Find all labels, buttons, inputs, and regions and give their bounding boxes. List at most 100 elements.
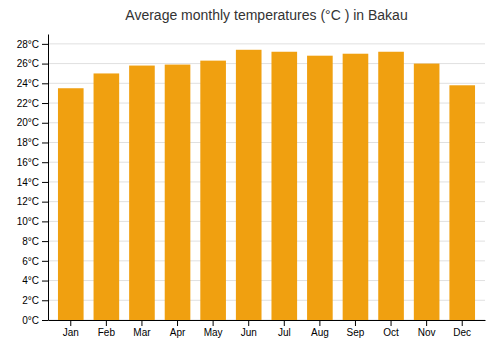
y-tick-label: 28°C [17,39,39,50]
y-tick-mark [42,44,48,45]
x-tick-label: Mar [133,327,151,338]
y-tick-mark [42,142,48,143]
x-tick-mark [284,320,285,326]
y-tick-label: 22°C [17,98,39,109]
x-tick-label: Aug [311,327,329,338]
y-tick: 6°C [22,256,48,267]
x-tick: Feb [98,320,116,338]
bar [378,52,404,320]
y-tick: 0°C [22,315,48,326]
y-tick-mark [42,261,48,262]
chart: 0°C 2°C 4°C 6°C 8°C 10°C 12°C 14°C 16°C 18°C 20°C 2… [0,0,500,350]
bars [58,50,475,320]
y-tick: 14°C [17,177,48,188]
y-tick-mark [42,182,48,183]
x-tick-mark [355,320,356,326]
y-tick-label: 8°C [22,236,39,247]
y-tick-label: 4°C [22,275,39,286]
y-tick-label: 6°C [22,256,39,267]
y-tick: 4°C [22,275,48,286]
x-tick: Oct [383,320,399,338]
y-tick: 12°C [17,196,48,207]
y-tick-mark [42,64,48,65]
y-tick-mark [42,103,48,104]
x-tick-label: Jan [63,327,79,338]
y-tick-mark [42,202,48,203]
x-axis: Jan Feb Mar Apr May Jun Jul Aug Sep Oct Nov Dec [49,320,486,338]
x-tick: Nov [418,320,436,338]
x-tick-mark [70,320,71,326]
y-tick-mark [42,83,48,84]
bar [236,50,262,320]
y-tick-label: 10°C [17,216,39,227]
y-tick: 20°C [17,117,48,128]
y-tick-label: 0°C [22,315,39,326]
y-tick-label: 2°C [22,295,39,306]
y-tick-label: 14°C [17,177,39,188]
y-tick-mark [42,221,48,222]
grid-line [48,43,485,44]
y-tick-mark [42,162,48,163]
bar [58,88,84,320]
x-tick-label: May [204,327,223,338]
x-tick-label: Sep [347,327,365,338]
y-tick-label: 24°C [17,78,39,89]
x-tick-label: Nov [418,327,436,338]
x-tick-label: Jul [278,327,291,338]
x-tick-label: Oct [383,327,399,338]
bar [129,66,155,320]
y-tick: 24°C [17,78,48,89]
x-tick-mark [319,320,320,326]
y-tick: 18°C [17,137,48,148]
title: Average monthly temperatures (°C ) in Ba… [125,7,407,23]
x-tick-mark [391,320,392,326]
y-tick: 10°C [17,216,48,227]
y-tick-label: 12°C [17,196,39,207]
y-tick-mark [42,241,48,242]
y-tick-mark [42,300,48,301]
y-axis-line [48,35,49,321]
x-tick: Dec [453,320,471,338]
y-tick-label: 20°C [17,117,39,128]
x-tick-mark [426,320,427,326]
grid [48,44,485,320]
x-tick-mark [177,320,178,326]
x-tick-label: Apr [170,327,186,338]
x-tick-mark [141,320,142,326]
bar [343,54,369,320]
y-tick: 28°C [17,39,48,50]
x-tick: Jul [278,320,291,338]
y-tick: 26°C [17,58,48,69]
bar [200,61,226,320]
x-axis-line [49,320,486,321]
x-tick: Mar [133,320,151,338]
bar [414,64,440,320]
bar [307,56,333,320]
x-tick-label: Dec [453,327,471,338]
x-tick-mark [248,320,249,326]
x-tick-label: Feb [98,327,116,338]
y-tick-mark [42,123,48,124]
x-tick: Aug [311,320,329,338]
x-tick: Apr [170,320,186,338]
bar [165,65,191,320]
bar [449,85,475,320]
x-tick-mark [106,320,107,326]
x-tick: Jun [241,320,257,338]
x-tick-mark [462,320,463,326]
y-tick-label: 18°C [17,137,39,148]
y-tick-label: 26°C [17,58,39,69]
y-tick: 16°C [17,157,48,168]
y-tick: 22°C [17,98,48,109]
y-axis: 0°C 2°C 4°C 6°C 8°C 10°C 12°C 14°C 16°C 18°C 20°C 2… [17,35,49,326]
y-tick: 8°C [22,236,48,247]
x-tick-label: Jun [241,327,257,338]
y-tick-mark [42,320,48,321]
bar [271,52,297,320]
y-tick: 2°C [22,295,48,306]
x-tick: May [204,320,223,338]
x-tick-mark [213,320,214,326]
bar [94,73,120,320]
x-tick: Sep [347,320,365,338]
y-tick-label: 16°C [17,157,39,168]
